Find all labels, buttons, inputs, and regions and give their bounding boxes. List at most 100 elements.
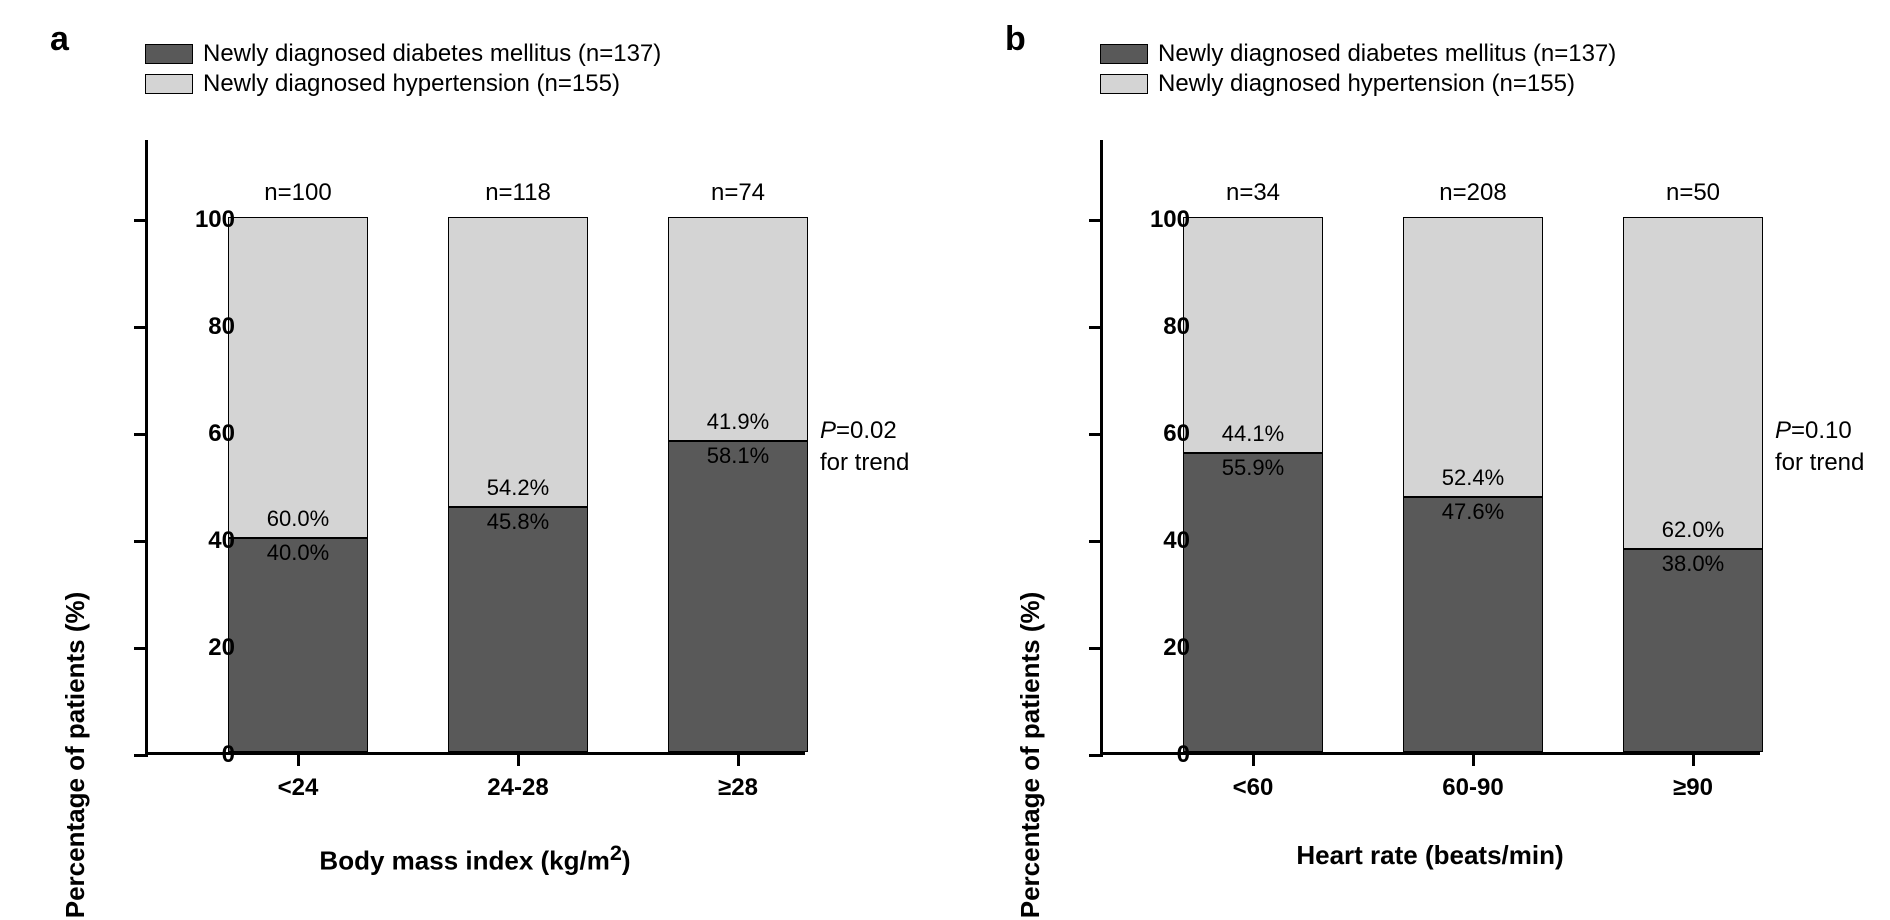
ytick: [134, 219, 148, 222]
bar-value-hypertension: 62.0%: [1662, 517, 1724, 543]
plot-b: 55.9%44.1%n=34<6047.6%52.4%n=20860-9038.…: [1100, 140, 1760, 755]
bar-segment-hypertension: [668, 217, 808, 441]
legend-swatch-hypertension: [145, 74, 193, 94]
ptrend-b: P=0.10 for trend: [1775, 415, 1864, 480]
bar-value-hypertension: 41.9%: [707, 409, 769, 435]
p-trend-a: for trend: [820, 449, 909, 476]
ytick-label: 20: [208, 634, 235, 662]
bar-segment-diabetes: [228, 538, 368, 752]
xtick: [1472, 752, 1475, 766]
bar-value-diabetes: 47.6%: [1442, 499, 1504, 525]
ytick-label: 0: [1177, 741, 1190, 769]
bar-segment-hypertension: [1403, 217, 1543, 497]
bar-value-hypertension: 52.4%: [1442, 465, 1504, 491]
bar-group: 45.8%54.2%n=118: [448, 217, 588, 752]
n-label: n=74: [711, 179, 765, 207]
bar-value-diabetes: 38.0%: [1662, 551, 1724, 577]
xtick-label: <24: [278, 774, 319, 802]
legend-swatch-hypertension-b: [1100, 74, 1148, 94]
bar-segment-diabetes: [1623, 549, 1763, 752]
legend-row-hypertension: Newly diagnosed hypertension (n=155): [145, 70, 661, 98]
p-value-b: =0.10: [1791, 417, 1852, 444]
xtick: [1692, 752, 1695, 766]
xtick-label: 24-28: [487, 774, 548, 802]
panel-b: b Newly diagnosed diabetes mellitus (n=1…: [975, 20, 1870, 900]
ytick: [134, 540, 148, 543]
bar-value-diabetes: 58.1%: [707, 443, 769, 469]
bar-segment-diabetes: [668, 441, 808, 752]
legend-swatch-diabetes-b: [1100, 44, 1148, 64]
legend-label-diabetes: Newly diagnosed diabetes mellitus (n=137…: [203, 40, 661, 68]
ytick: [1089, 219, 1103, 222]
xtick: [517, 752, 520, 766]
bar-value-hypertension: 54.2%: [487, 475, 549, 501]
ytick-label: 100: [195, 206, 235, 234]
ylabel-b: Percentage of patients (%): [1015, 592, 1046, 919]
n-label: n=118: [485, 179, 551, 207]
ytick: [1089, 326, 1103, 329]
bar-value-hypertension: 60.0%: [267, 506, 329, 532]
panel-label-b: b: [1005, 20, 1026, 59]
ytick-label: 40: [208, 527, 235, 555]
bar-segment-diabetes: [448, 507, 588, 752]
ytick: [134, 433, 148, 436]
legend-a: Newly diagnosed diabetes mellitus (n=137…: [145, 40, 661, 100]
legend-label-hypertension: Newly diagnosed hypertension (n=155): [203, 70, 620, 98]
legend-label-hypertension-b: Newly diagnosed hypertension (n=155): [1158, 70, 1575, 98]
figure-container: a Newly diagnosed diabetes mellitus (n=1…: [20, 20, 1870, 900]
ytick: [1089, 647, 1103, 650]
bar-value-diabetes: 45.8%: [487, 509, 549, 535]
n-label: n=34: [1226, 179, 1280, 207]
bar-segment-hypertension: [228, 217, 368, 538]
ytick-label: 100: [1150, 206, 1190, 234]
legend-row-hypertension-b: Newly diagnosed hypertension (n=155): [1100, 70, 1616, 98]
xtick-label: ≥28: [718, 774, 758, 802]
ytick: [134, 754, 148, 757]
bar-group: 58.1%41.9%n=74: [668, 217, 808, 752]
p-trend-b: for trend: [1775, 449, 1864, 476]
bar-group: 40.0%60.0%n=100: [228, 217, 368, 752]
bar-segment-diabetes: [1403, 497, 1543, 752]
panel-a: a Newly diagnosed diabetes mellitus (n=1…: [20, 20, 915, 900]
xlabel-b: Heart rate (beats/min): [1296, 840, 1563, 871]
ytick: [134, 326, 148, 329]
legend-label-diabetes-b: Newly diagnosed diabetes mellitus (n=137…: [1158, 40, 1616, 68]
xtick-label: ≥90: [1673, 774, 1713, 802]
legend-row-diabetes: Newly diagnosed diabetes mellitus (n=137…: [145, 40, 661, 68]
ytick-label: 80: [1163, 313, 1190, 341]
p-letter-a: P: [820, 417, 836, 444]
n-label: n=208: [1439, 179, 1506, 207]
ylabel-a: Percentage of patients (%): [60, 592, 91, 919]
xtick: [297, 752, 300, 766]
bar-value-diabetes: 55.9%: [1222, 455, 1284, 481]
xlabel-a-text: Body mass index (kg/m: [319, 846, 609, 876]
ytick-label: 60: [208, 420, 235, 448]
ytick: [1089, 540, 1103, 543]
xlabel-a-close: ): [622, 846, 631, 876]
bar-group: 55.9%44.1%n=34: [1183, 217, 1323, 752]
ytick: [1089, 433, 1103, 436]
legend-b: Newly diagnosed diabetes mellitus (n=137…: [1100, 40, 1616, 100]
bar-segment-diabetes: [1183, 453, 1323, 752]
ytick: [1089, 754, 1103, 757]
legend-swatch-diabetes: [145, 44, 193, 64]
legend-row-diabetes-b: Newly diagnosed diabetes mellitus (n=137…: [1100, 40, 1616, 68]
ptrend-a: P=0.02 for trend: [820, 415, 909, 480]
ytick-label: 0: [222, 741, 235, 769]
bar-value-diabetes: 40.0%: [267, 540, 329, 566]
p-letter-b: P: [1775, 417, 1791, 444]
bar-segment-hypertension: [1623, 217, 1763, 549]
xlabel-a: Body mass index (kg/m2): [319, 840, 630, 877]
bar-segment-hypertension: [448, 217, 588, 507]
ytick-label: 20: [1163, 634, 1190, 662]
n-label: n=100: [264, 179, 331, 207]
xlabel-a-sup: 2: [610, 840, 622, 865]
panel-label-a: a: [50, 20, 69, 59]
ytick-label: 40: [1163, 527, 1190, 555]
bar-value-hypertension: 44.1%: [1222, 421, 1284, 447]
xtick-label: <60: [1233, 774, 1274, 802]
ytick-label: 80: [208, 313, 235, 341]
bar-group: 38.0%62.0%n=50: [1623, 217, 1763, 752]
xtick: [1252, 752, 1255, 766]
p-value-a: =0.02: [836, 417, 897, 444]
